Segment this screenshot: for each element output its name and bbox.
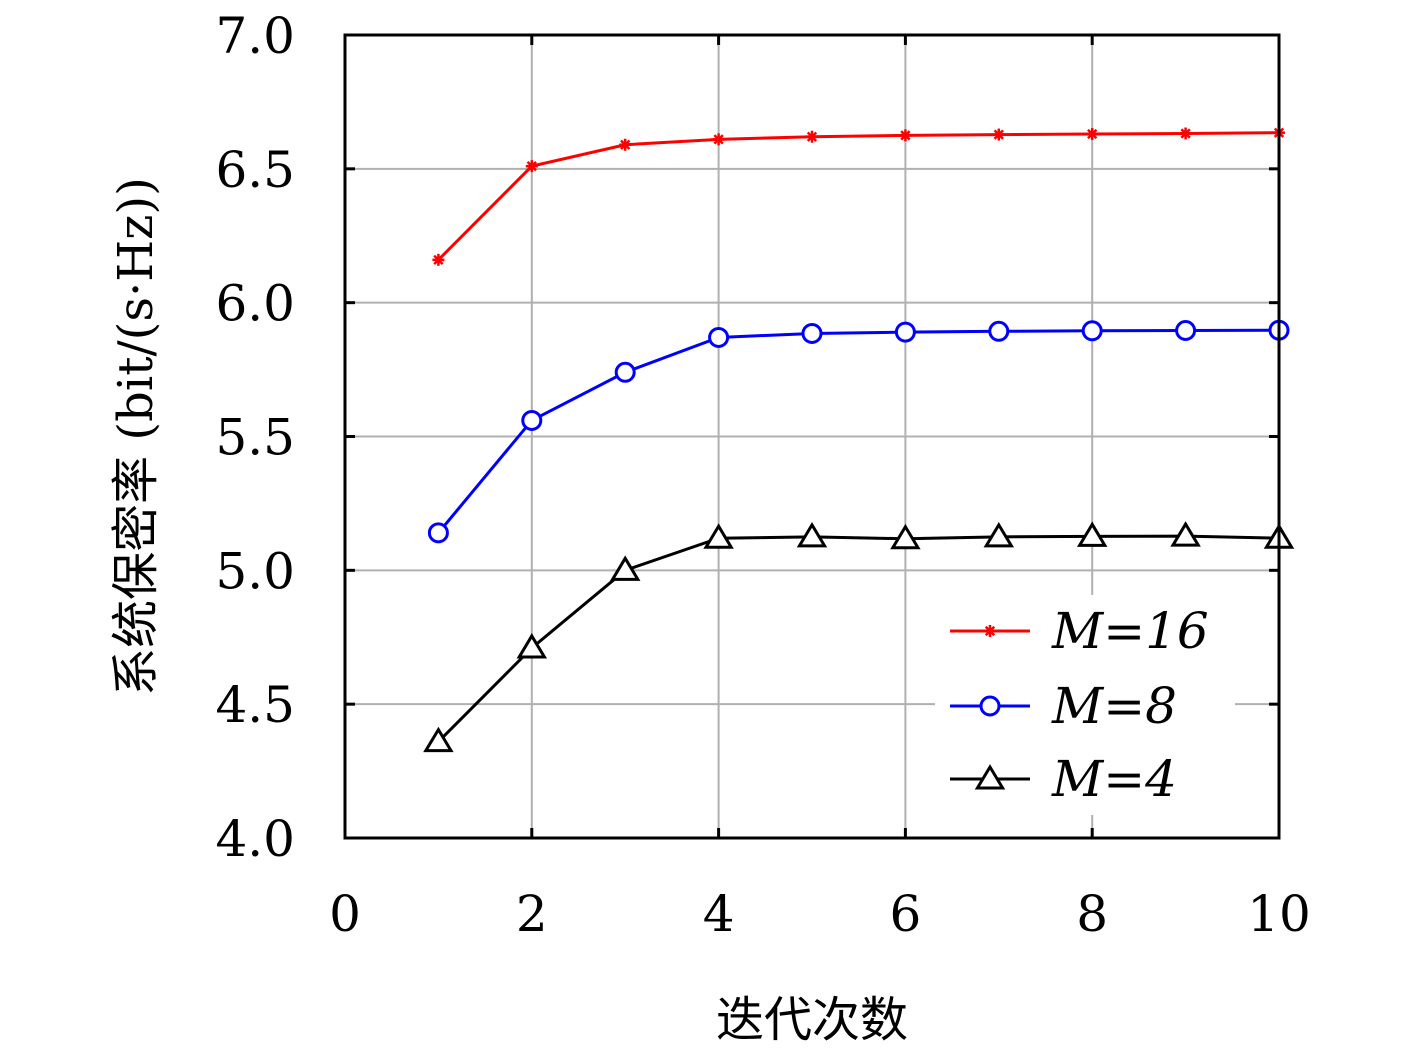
data-point <box>525 160 538 173</box>
legend-item: M=8 <box>950 677 1177 735</box>
legend-item: M=16 <box>950 602 1209 660</box>
data-point <box>609 555 641 581</box>
legend-items: M=16 M=8 M=4 <box>950 602 1209 808</box>
data-point <box>614 361 636 383</box>
legend-marker <box>979 695 1001 717</box>
legend-label: M=4 <box>1051 750 1177 808</box>
data-point <box>521 409 543 431</box>
data-point <box>516 633 548 659</box>
x-tick-label: 2 <box>516 885 548 943</box>
data-point <box>703 523 734 549</box>
x-axis-title: 迭代次数 <box>716 992 908 1048</box>
data-point <box>988 320 1010 342</box>
series-3 <box>423 521 1295 753</box>
legend: M=16 M=8 M=4 <box>935 595 1235 815</box>
series-1 <box>432 126 1285 266</box>
data-point <box>1170 521 1201 547</box>
tick-layer: 0 2 4 6 8 10 4.0 4.5 5.0 5.5 6.0 6.5 7.0 <box>215 7 1310 943</box>
x-tick-label: 8 <box>1076 885 1108 943</box>
y-tick-label: 7.0 <box>215 7 295 65</box>
x-tick-label: 4 <box>703 885 735 943</box>
y-tick-label: 5.5 <box>215 409 295 467</box>
data-point <box>806 130 818 143</box>
x-tick-label: 6 <box>889 885 921 943</box>
data-point <box>894 321 916 343</box>
series-2 <box>427 319 1290 544</box>
data-point <box>712 133 725 146</box>
legend-marker <box>974 764 1006 790</box>
series-line <box>437 534 1280 743</box>
data-point <box>899 129 912 142</box>
data-point <box>423 726 454 753</box>
data-point <box>890 523 921 550</box>
series-line <box>437 131 1280 261</box>
data-point <box>801 322 823 344</box>
data-point <box>1175 320 1197 342</box>
y-tick-label: 6.0 <box>215 275 295 333</box>
grid-layer <box>345 35 1279 838</box>
data-point <box>1086 128 1099 141</box>
legend-marker <box>984 625 996 637</box>
data-point <box>983 521 1015 548</box>
series-layer <box>423 126 1295 753</box>
y-axis-title: 系统保密率 (bit/(s·Hz)) <box>108 177 164 696</box>
x-tick-label: 0 <box>329 885 361 943</box>
y-tick-label: 4.5 <box>215 676 295 734</box>
data-point <box>427 522 449 544</box>
legend-label: M=8 <box>1051 677 1177 735</box>
data-point <box>1081 320 1103 342</box>
legend-item: M=4 <box>950 750 1177 808</box>
data-point <box>1179 127 1192 140</box>
data-point <box>708 326 730 348</box>
y-tick-label: 6.5 <box>215 141 295 199</box>
x-tick-label: 10 <box>1247 885 1311 943</box>
data-point <box>432 253 445 266</box>
data-point <box>1076 521 1108 547</box>
data-point <box>619 138 632 151</box>
y-tick-label: 5.0 <box>215 542 295 600</box>
y-tick-label: 4.0 <box>215 810 295 868</box>
legend-label: M=16 <box>1051 602 1209 660</box>
series-line <box>437 328 1280 534</box>
data-point <box>992 128 1005 141</box>
data-point <box>796 521 828 548</box>
